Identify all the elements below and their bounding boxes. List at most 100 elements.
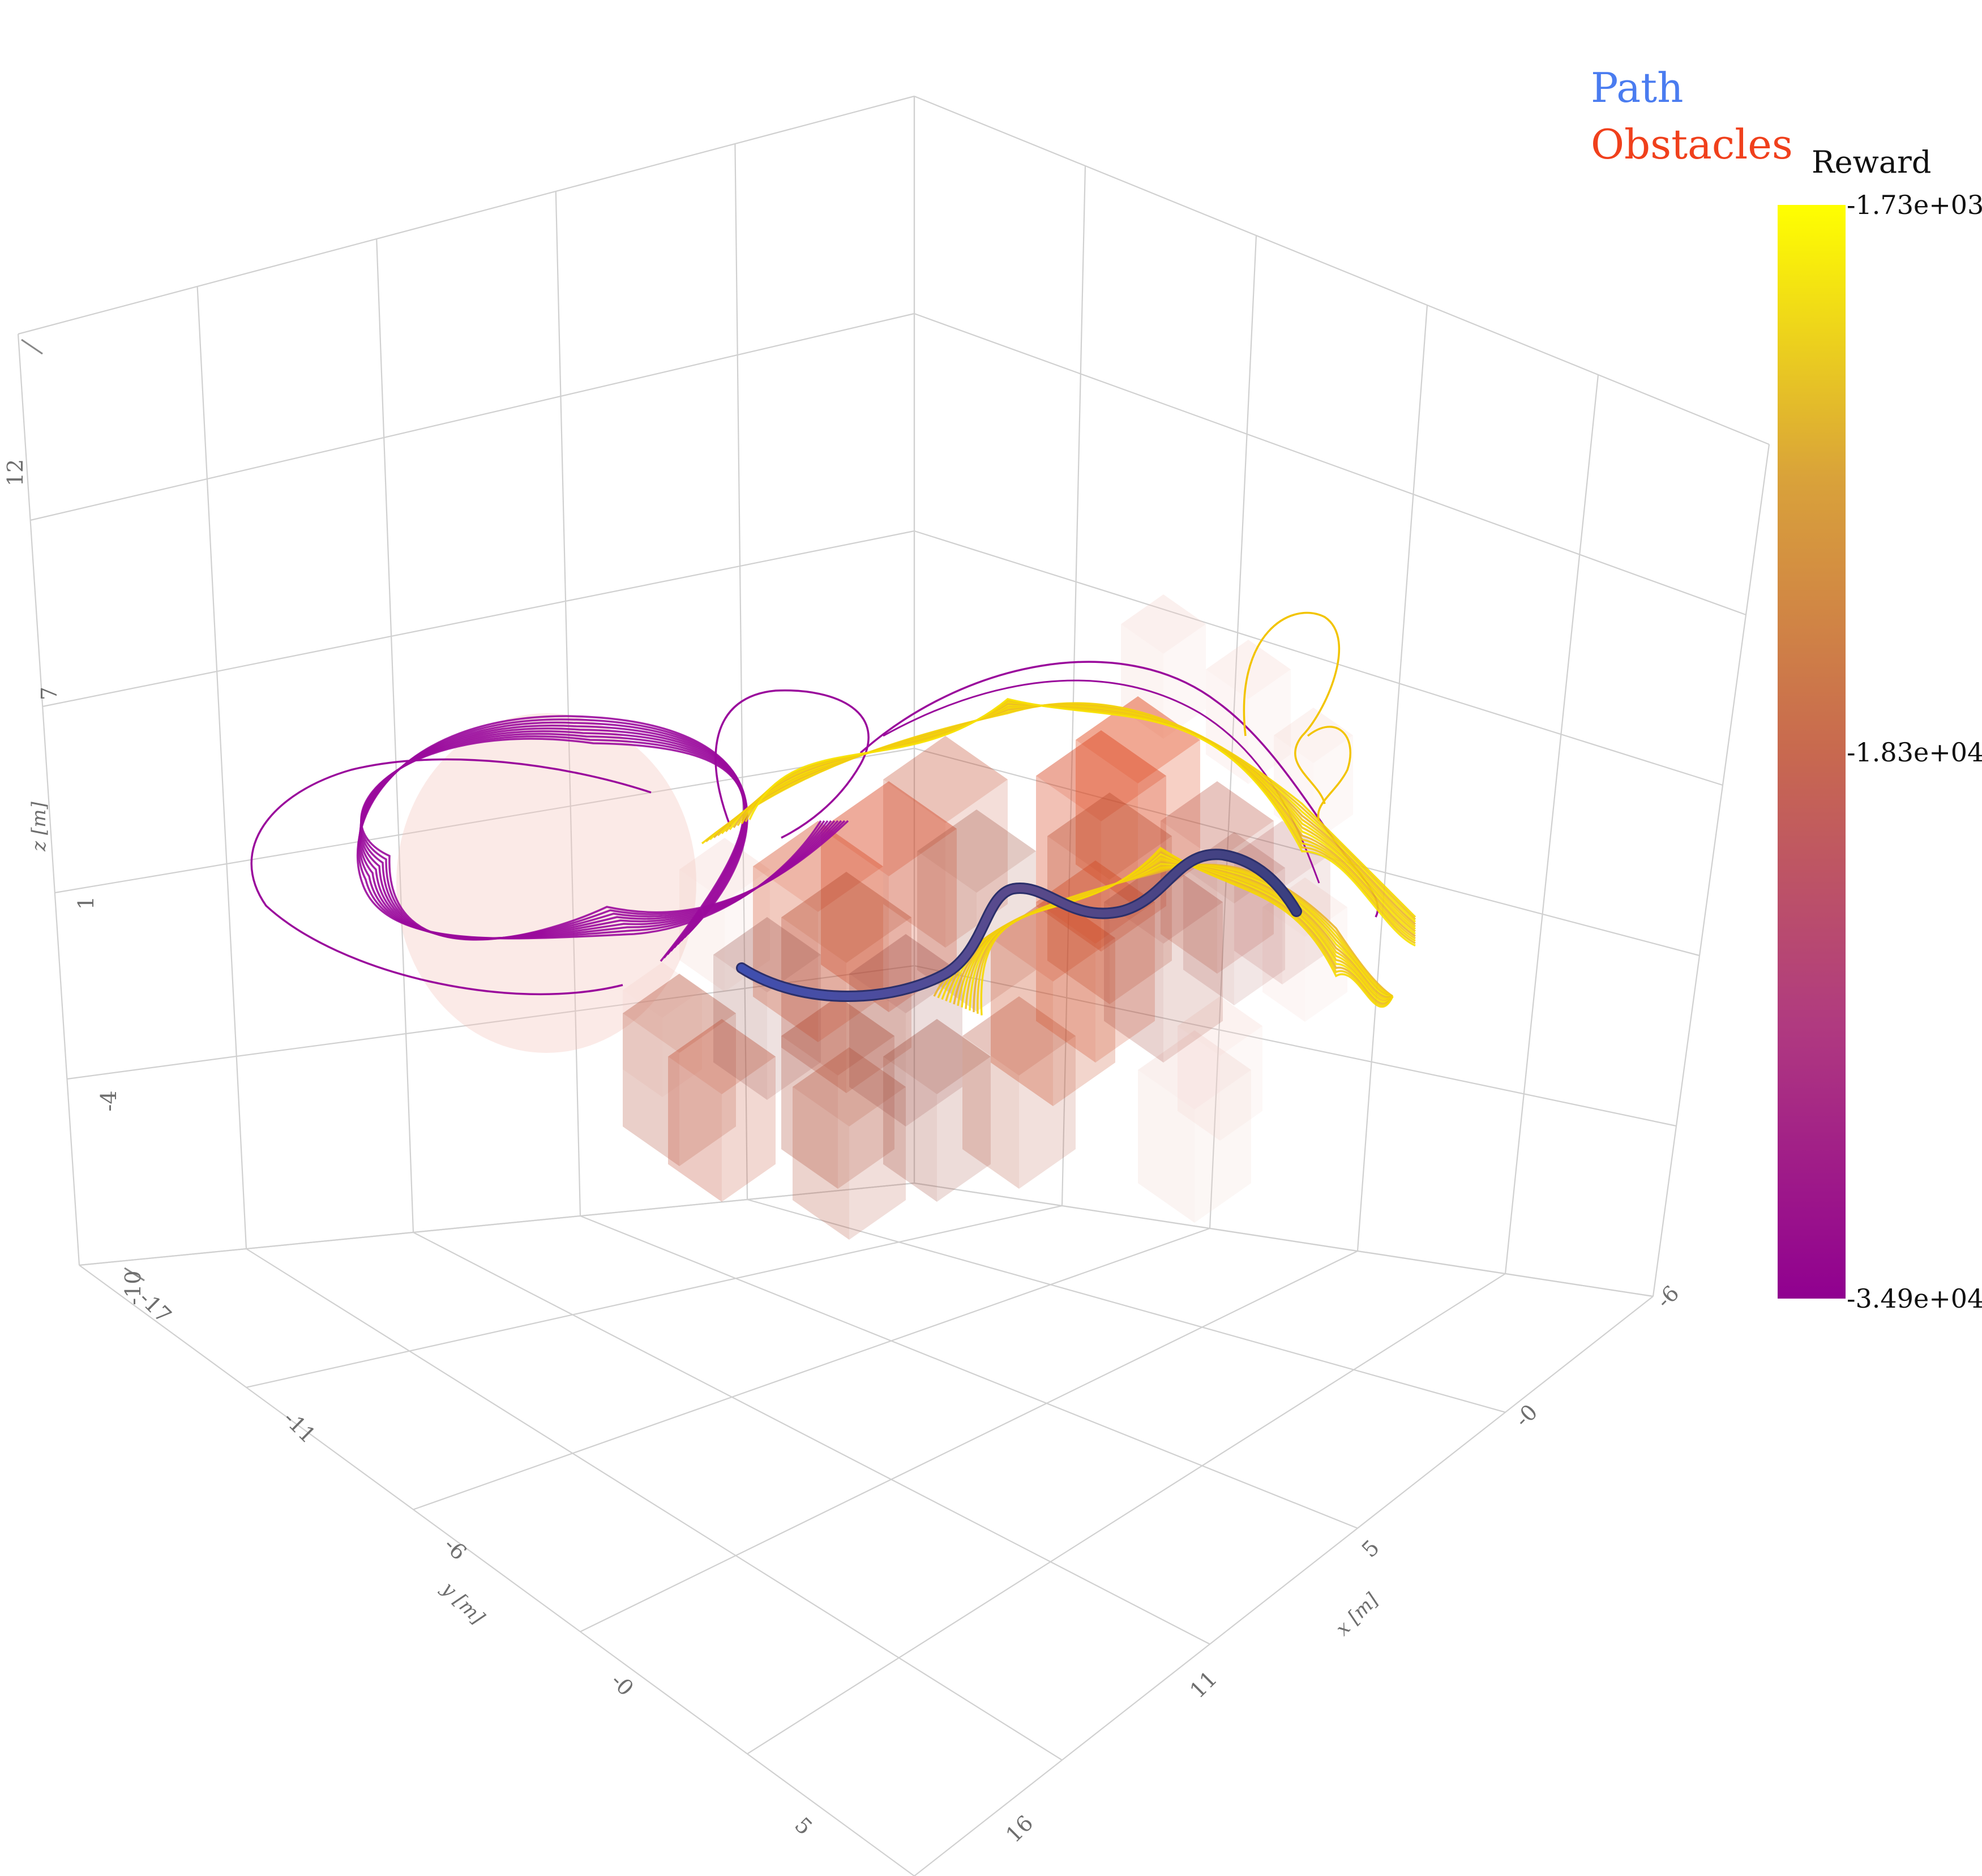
z-axis: 12 7 1 -4 -10 z [m] — [3, 339, 145, 1305]
grid-line — [1356, 305, 1428, 1252]
obstacle-cube-top — [753, 821, 883, 912]
obstacle-cube — [821, 781, 957, 1012]
obstacle-cube — [1178, 996, 1262, 1141]
grid-line — [914, 530, 1723, 786]
legend-item-path: Path — [1591, 64, 1683, 112]
z-tick-neg4: -4 — [96, 1090, 121, 1111]
grid-line — [79, 1182, 915, 1266]
grid-line — [1061, 165, 1086, 1206]
grid-line — [747, 1273, 1506, 1755]
obstacle-cube-right — [1220, 1026, 1262, 1141]
obstacle-cube-top — [781, 872, 911, 963]
trajectory-high-reward — [748, 697, 1416, 947]
trajectory-high-reward — [980, 846, 1394, 1016]
obstacle-cube-top — [668, 1019, 776, 1094]
obstacle-cube — [849, 934, 962, 1127]
obstacle-cube-right — [846, 917, 911, 1093]
obstacle-cube-left — [623, 990, 662, 1097]
y-axis: -17 -11 -6 -0 5 y [m] — [134, 1286, 817, 1840]
obstacle-cube-top — [623, 962, 702, 1018]
obstacle-cube-top — [623, 974, 736, 1053]
obstacle-cube — [668, 1019, 776, 1202]
obstacle-cube-right — [1163, 902, 1223, 1063]
grid-line — [734, 143, 748, 1200]
obstacle-cube-top — [1161, 781, 1274, 860]
trajectories — [250, 611, 1416, 1016]
legend: Path Obstacles — [1591, 64, 1793, 168]
obstacle-cube-top — [1076, 696, 1200, 783]
obstacle-cube-top — [821, 781, 957, 876]
obstacle-cube-left — [781, 1036, 838, 1189]
grid-line — [580, 1250, 1358, 1633]
grid-line — [747, 1198, 1506, 1413]
grid-line — [246, 1248, 1063, 1761]
obstacle-cube-top — [883, 1019, 991, 1094]
obstacle-sphere — [396, 713, 696, 1053]
trajectory-high-reward — [1307, 726, 1351, 821]
x-tick-neg6: -6 — [1651, 1280, 1684, 1313]
obstacle-cube-right — [1248, 669, 1291, 784]
grid-line — [18, 95, 915, 335]
obstacle-cube-top — [1047, 793, 1172, 880]
colorbar: Reward -1.73e+03 -1.83e+04 -3.49e+04 — [1778, 144, 1982, 1314]
y-tick-0: -0 — [606, 1668, 639, 1701]
obstacle-cube-right — [662, 990, 702, 1097]
obstacle-cube — [793, 1047, 906, 1240]
trajectory-high-reward — [1243, 611, 1341, 804]
grid-line — [30, 312, 915, 521]
x-axis: -6 -0 5 11 16 x [m] — [1001, 1280, 1684, 1847]
x-axis-title: x [m] — [1332, 1588, 1384, 1641]
obstacle-cube-top — [883, 736, 1008, 823]
obstacle-cube-left — [1138, 1070, 1195, 1223]
obstacle-cube-top — [917, 809, 1036, 893]
colorbar-title: Reward — [1812, 144, 1931, 180]
obstacle-cube-left — [781, 917, 846, 1093]
obstacle-cube-right — [1053, 938, 1115, 1106]
colorbar-tick-min: -3.49e+04 — [1847, 1283, 1982, 1314]
colorbar-tick-mid: -1.83e+04 — [1847, 737, 1982, 768]
grid-line — [376, 238, 414, 1233]
x-tick-16: 16 — [1001, 1810, 1038, 1847]
path-trajectory — [736, 849, 1302, 1002]
z-tick-neg10: -10 — [121, 1270, 145, 1305]
obstacle-cube — [623, 962, 702, 1097]
trajectory-loop — [360, 738, 849, 962]
obstacle-cube — [1138, 1030, 1251, 1223]
z-tick-12: 12 — [3, 459, 28, 486]
obstacle-cube-right — [906, 974, 962, 1127]
grid-line — [413, 1227, 1210, 1510]
trajectory-loop — [250, 758, 652, 996]
grid-line — [246, 1205, 1063, 1388]
obstacle-cube — [623, 974, 736, 1166]
obstacle-cube-top — [781, 996, 894, 1076]
colorbar-tick-max: -1.73e+03 — [1847, 190, 1982, 220]
grid-line — [555, 191, 581, 1217]
obstacle-cube-left — [849, 974, 906, 1127]
obstacle-cube-right — [1195, 1070, 1251, 1223]
obstacle-cube-top — [1104, 860, 1223, 944]
obstacle-cube-top — [1138, 1030, 1251, 1110]
obstacle-cube-top — [962, 996, 1076, 1076]
grid-line — [79, 1265, 915, 1876]
obstacle-cube — [962, 996, 1076, 1189]
grid-line — [1209, 235, 1257, 1229]
obstacle-cube — [781, 872, 911, 1093]
obstacle-cube-left — [753, 866, 818, 1042]
y-tick-neg6: -6 — [439, 1532, 472, 1565]
obstacle-cube-top — [1178, 996, 1262, 1056]
grid-line — [1652, 444, 1770, 1297]
x-tick-11: 11 — [1185, 1666, 1222, 1703]
grid-line — [17, 333, 80, 1266]
obstacle-cube-left — [713, 954, 767, 1100]
z-axis-title: z [m] — [28, 802, 50, 852]
obstacle-cube-left — [1047, 836, 1110, 1004]
obstacle-cube-left — [1262, 907, 1305, 1022]
obstacle-cube-top — [1274, 708, 1353, 763]
obstacle-cube-left — [1036, 902, 1095, 1063]
obstacle-cube-left — [821, 829, 889, 1012]
obstacle-cube-top — [793, 1047, 906, 1127]
obstacle-cube-left — [883, 1056, 937, 1202]
obstacle-cube-left — [623, 1013, 679, 1166]
grid-line — [914, 1296, 1654, 1876]
